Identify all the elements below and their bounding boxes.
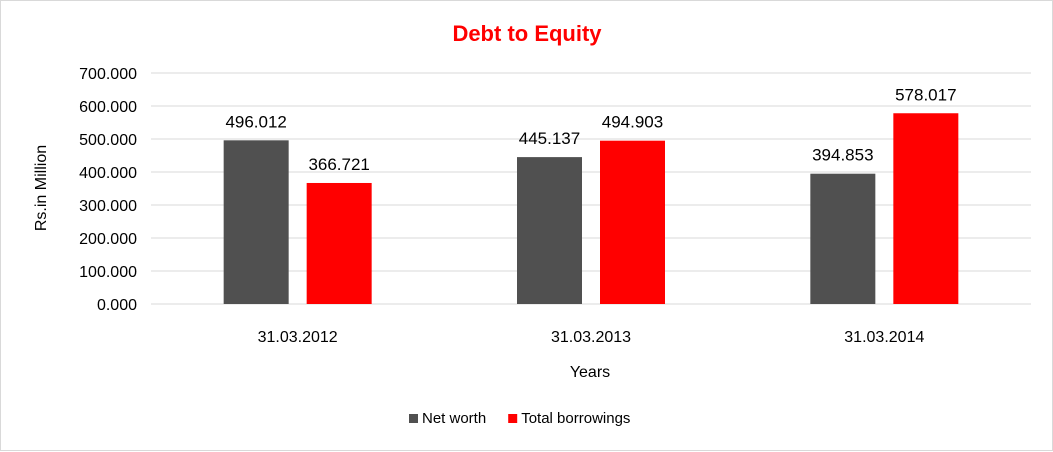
x-axis-ticks: 31.03.2012 31.03.2013 31.03.2014 <box>258 329 925 346</box>
data-label: 366.721 <box>308 155 369 174</box>
gridlines <box>151 72 1031 305</box>
bar-net-worth <box>517 157 582 304</box>
y-tick-label: 200.000 <box>79 231 137 248</box>
y-tick-label: 0.000 <box>97 297 137 314</box>
y-axis-title: Rs.in Million <box>33 145 50 231</box>
y-tick-label: 100.000 <box>79 264 137 281</box>
x-tick-label: 31.03.2012 <box>258 329 338 346</box>
data-label: 578.017 <box>895 85 956 104</box>
legend-swatch <box>409 414 418 423</box>
bar-net-worth <box>223 140 289 304</box>
bar-total-borrowings <box>306 182 372 304</box>
data-labels: 496.012 366.721 445.137 494.903 394.853 578.0… <box>225 85 956 174</box>
data-label: 494.903 <box>602 113 663 132</box>
y-axis-ticks: 0.000 100.000 200.000 300.000 400.000 500.000… <box>79 66 137 314</box>
x-axis-title: Years <box>570 364 610 381</box>
bar-net-worth <box>810 173 876 304</box>
bar-total-borrowings <box>600 140 665 304</box>
bar-total-borrowings <box>893 113 959 304</box>
y-tick-label: 500.000 <box>79 132 137 149</box>
bars <box>223 113 959 304</box>
chart-title: Debt to Equity <box>452 21 602 46</box>
y-tick-label: 300.000 <box>79 198 137 215</box>
legend-label: Net worth <box>422 410 486 427</box>
data-label: 496.012 <box>225 112 286 131</box>
y-tick-label: 700.000 <box>79 66 137 83</box>
y-tick-label: 600.000 <box>79 99 137 116</box>
x-tick-label: 31.03.2013 <box>551 329 631 346</box>
x-tick-label: 31.03.2014 <box>844 329 924 346</box>
y-tick-label: 400.000 <box>79 165 137 182</box>
data-label: 445.137 <box>519 129 580 148</box>
legend-swatch <box>508 414 518 423</box>
data-label: 394.853 <box>812 146 873 165</box>
legend-label: Total borrowings <box>521 410 630 427</box>
legend: Net worth Total borrowings <box>409 410 630 427</box>
